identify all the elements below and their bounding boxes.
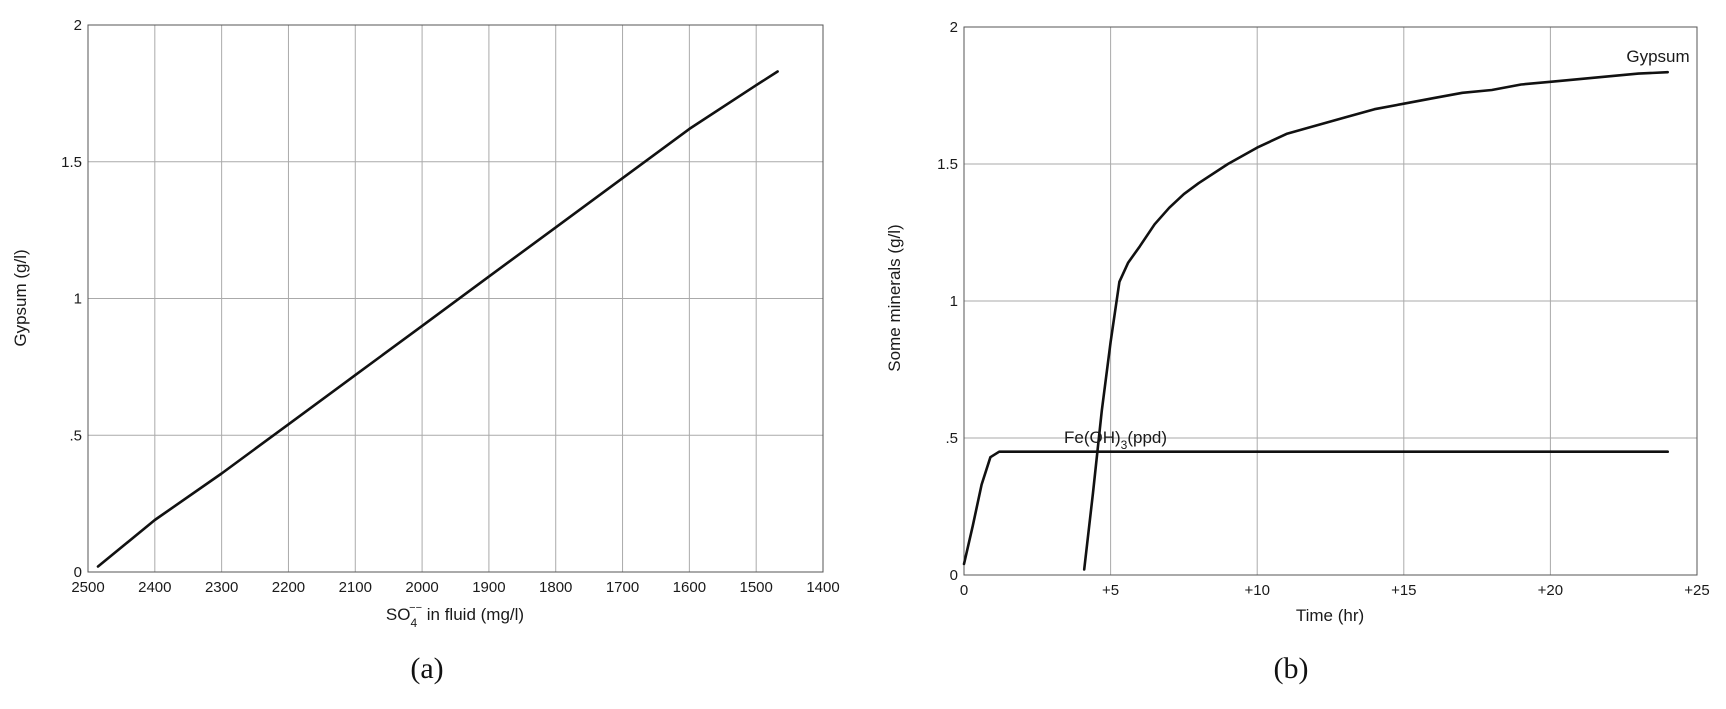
plot-frame-b — [963, 26, 1698, 576]
x-tick-label: 1500 — [739, 579, 772, 596]
y-tick-labels-a: 0 .5 1 1.5 2 — [61, 17, 82, 581]
series-label-fe-oh-3: Fe(OH)3(ppd) — [1064, 428, 1167, 452]
y-tick-label: 2 — [950, 19, 958, 36]
y-tick-labels-b: 0 .5 1 1.5 2 — [937, 19, 958, 584]
panel-label-b: (b) — [1274, 652, 1309, 685]
y-axis-title-b: Some minerals (g/l) — [885, 224, 904, 371]
y-tick-label: 0 — [950, 567, 958, 584]
grid-b — [964, 27, 1697, 575]
x-tick-label: 0 — [960, 582, 968, 599]
series-group-b — [962, 70, 1669, 571]
series-group-a — [96, 70, 779, 568]
series-line-series-1 — [96, 70, 779, 568]
x-tick-label: 1800 — [539, 579, 572, 596]
x-tick-label: 2400 — [138, 579, 171, 596]
chart-panel-a: 2500 2400 2300 2200 2100 2000 1900 1800 1700 1600… — [11, 17, 840, 685]
x-tick-label: 1400 — [806, 579, 839, 596]
plot-frame-a — [87, 24, 824, 573]
y-tick-label: 1.5 — [61, 154, 82, 171]
y-tick-label: .5 — [69, 427, 82, 444]
grid-a — [88, 25, 823, 572]
x-tick-label: 1700 — [606, 579, 639, 596]
x-tick-label: 2300 — [205, 579, 238, 596]
y-tick-label: 0 — [74, 564, 82, 581]
x-tick-label: 2000 — [405, 579, 438, 596]
x-tick-label: +10 — [1244, 582, 1269, 599]
x-tick-label: 2100 — [339, 579, 372, 596]
x-axis-title-a: SO4−− in fluid (mg/l) — [386, 602, 524, 630]
x-tick-label: 2500 — [71, 579, 104, 596]
x-tick-label: +15 — [1391, 582, 1416, 599]
x-tick-labels-a: 2500 2400 2300 2200 2100 2000 1900 1800 1700 1600… — [71, 579, 839, 596]
x-tick-label: 1900 — [472, 579, 505, 596]
series-line-fe-oh — [962, 450, 1669, 566]
x-axis-title-b: Time (hr) — [1296, 606, 1364, 625]
x-tick-label: 2200 — [272, 579, 305, 596]
series-label-gypsum: Gypsum — [1626, 47, 1689, 66]
x-tick-label: +25 — [1684, 582, 1709, 599]
x-tick-label: 1600 — [673, 579, 706, 596]
x-tick-label: +20 — [1538, 582, 1563, 599]
y-tick-label: 2 — [74, 17, 82, 34]
series-line-gypsum — [1082, 70, 1669, 571]
y-tick-label: .5 — [945, 430, 958, 447]
x-tick-label: +5 — [1102, 582, 1119, 599]
x-tick-labels-b: 0 +5 +10 +15 +20 +25 — [960, 582, 1710, 599]
panel-label-a: (a) — [410, 652, 443, 685]
y-axis-title-a: Gypsum (g/l) — [11, 249, 30, 346]
y-tick-label: 1 — [950, 293, 958, 310]
y-tick-label: 1 — [74, 291, 82, 308]
y-tick-label: 1.5 — [937, 156, 958, 173]
chart-panel-b: 0 +5 +10 +15 +20 +25 0 .5 1 1.5 2 Gypsum Fe(OH)3(… — [885, 19, 1710, 685]
